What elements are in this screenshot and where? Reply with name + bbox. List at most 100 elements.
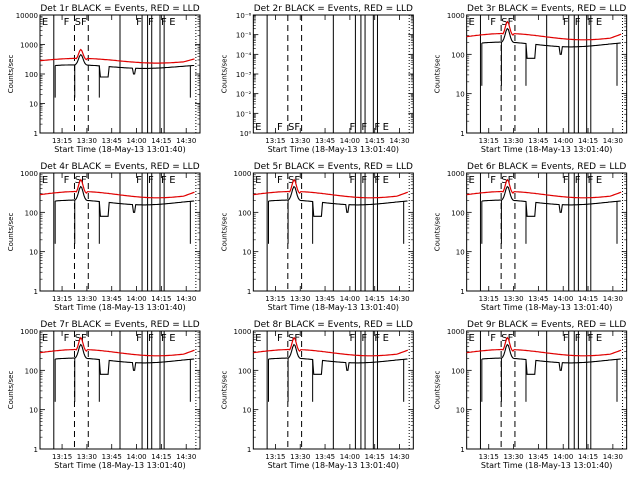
panel-title: Det 5r BLACK = Events, RED = LLD xyxy=(254,162,413,172)
y-tick-label: 10 xyxy=(29,101,38,109)
flag-label: F xyxy=(64,333,70,344)
y-tick-label: 1000 xyxy=(234,170,252,178)
flag-label: E xyxy=(468,333,474,344)
lld-series-line xyxy=(466,336,622,357)
y-tick-label: 100 xyxy=(238,367,251,375)
flag-label: F xyxy=(148,333,154,344)
y-tick-label: 1000 xyxy=(447,170,465,178)
x-tick-label: 13:30 xyxy=(503,453,523,461)
y-tick-label: 1000 xyxy=(234,328,252,336)
y-tick-label: 10 xyxy=(242,249,251,257)
events-series-line xyxy=(481,343,621,375)
lld-series-line xyxy=(39,48,195,64)
panel-title: Det 9r BLACK = Events, RED = LLD xyxy=(467,320,626,330)
y-tick-label: 1 xyxy=(34,130,38,138)
flag-label: F xyxy=(136,17,142,28)
flag-label: E xyxy=(383,122,389,133)
x-tick-label: 13:30 xyxy=(290,137,310,145)
y-tick-label: 1 xyxy=(460,446,464,454)
y-tick-label: 10000 xyxy=(16,12,38,20)
panel-det-5r: Det 5r BLACK = Events, RED = LLD 1 10 100 10… xyxy=(220,162,414,312)
x-axis-label: Start Time (18-May-13 13:01:40) xyxy=(54,145,185,154)
x-axis-label: Start Time (18-May-13 13:01:40) xyxy=(268,145,399,154)
y-tick-label: 1 xyxy=(34,446,38,454)
x-tick-label: 13:45 xyxy=(102,295,122,303)
x-tick-label: 14:15 xyxy=(578,453,598,461)
x-axis-label: Start Time (18-May-13 13:01:40) xyxy=(268,303,399,312)
panel-title: Det 1r BLACK = Events, RED = LLD xyxy=(40,4,199,14)
flag-label: E xyxy=(383,333,389,344)
panel-det-2r: Det 2r BLACK = Events, RED = LLD 10⁰ 10⁻¹ 1… xyxy=(220,4,414,154)
panel-det-6r: Det 6r BLACK = Events, RED = LLD 1 10 100 10… xyxy=(434,162,628,312)
flag-label: F xyxy=(81,17,87,28)
y-tick-label: 10 xyxy=(29,249,38,257)
x-tick-label: 14:15 xyxy=(365,137,385,145)
flag-label: F xyxy=(490,333,496,344)
flag-label: S xyxy=(288,333,294,344)
flag-label: S xyxy=(501,333,507,344)
panel-det-9r: Det 9r BLACK = Events, RED = LLD 1 10 100 10… xyxy=(434,320,628,470)
y-tick-label: 100 xyxy=(451,209,464,217)
flag-label: F xyxy=(490,17,496,28)
x-tick-label: 13:15 xyxy=(52,453,72,461)
y-tick-label: 1000 xyxy=(447,328,465,336)
flag-label: F xyxy=(508,17,514,28)
x-tick-label: 13:15 xyxy=(265,295,285,303)
x-tick-label: 13:15 xyxy=(52,295,72,303)
x-tick-label: 13:15 xyxy=(479,295,499,303)
panel-title: Det 7r BLACK = Events, RED = LLD xyxy=(40,320,199,330)
flag-label: F xyxy=(588,333,594,344)
x-tick-label: 14:30 xyxy=(389,453,409,461)
x-tick-label: 13:30 xyxy=(503,137,523,145)
flag-label: F xyxy=(294,122,300,133)
x-tick-label: 14:00 xyxy=(340,295,360,303)
x-tick-label: 14:15 xyxy=(578,137,598,145)
x-tick-label: 13:30 xyxy=(77,137,97,145)
flag-label: F xyxy=(136,333,142,344)
flag-label: F xyxy=(361,122,367,133)
flag-label: F xyxy=(575,175,581,186)
x-tick-label: 13:45 xyxy=(528,295,548,303)
x-tick-label: 14:00 xyxy=(126,453,146,461)
flag-label: F xyxy=(148,175,154,186)
y-tick-label: 10⁻⁴ xyxy=(236,51,252,59)
panel-title: Det 3r BLACK = Events, RED = LLD xyxy=(467,4,626,14)
y-axis-label: Counts/sec xyxy=(434,55,442,94)
lld-series-line xyxy=(253,336,409,357)
y-tick-label: 100 xyxy=(451,367,464,375)
x-axis-label: Start Time (18-May-13 13:01:40) xyxy=(268,461,399,470)
x-tick-label: 14:30 xyxy=(389,295,409,303)
flag-label: E xyxy=(169,333,175,344)
flag-label: F xyxy=(277,333,283,344)
flag-label: F xyxy=(374,122,380,133)
x-tick-label: 14:15 xyxy=(365,295,385,303)
y-tick-label: 1 xyxy=(460,130,464,138)
x-tick-label: 14:30 xyxy=(176,137,196,145)
x-tick-label: 13:45 xyxy=(528,453,548,461)
x-tick-label: 14:15 xyxy=(365,453,385,461)
panel-det-3r: Det 3r BLACK = Events, RED = LLD 1 10 100 10… xyxy=(434,4,628,154)
events-series-line xyxy=(481,185,621,217)
lld-series-line xyxy=(39,178,195,199)
flag-label: S xyxy=(75,333,81,344)
y-axis-label: Counts/sec xyxy=(7,213,15,252)
flag-label: F xyxy=(350,333,356,344)
y-axis-label: Counts/sec xyxy=(220,213,228,252)
y-tick-label: 10 xyxy=(456,407,465,415)
events-series-line xyxy=(55,53,195,78)
flag-label: F xyxy=(508,175,514,186)
flag-label: E xyxy=(468,175,474,186)
y-tick-label: 10⁻⁶ xyxy=(236,12,252,20)
y-tick-label: 10⁻² xyxy=(236,91,252,99)
panel-det-8r: Det 8r BLACK = Events, RED = LLD 1 10 100 10… xyxy=(220,320,414,470)
y-tick-label: 10 xyxy=(242,407,251,415)
flag-label: F xyxy=(277,175,283,186)
flag-label: F xyxy=(294,175,300,186)
y-tick-label: 100 xyxy=(451,51,464,59)
y-tick-label: 10⁻⁵ xyxy=(236,32,252,40)
x-axis-label: Start Time (18-May-13 13:01:40) xyxy=(54,461,185,470)
panel-title: Det 2r BLACK = Events, RED = LLD xyxy=(254,4,413,14)
x-tick-label: 13:30 xyxy=(290,453,310,461)
flag-label: E xyxy=(42,175,48,186)
flag-label: F xyxy=(64,175,70,186)
